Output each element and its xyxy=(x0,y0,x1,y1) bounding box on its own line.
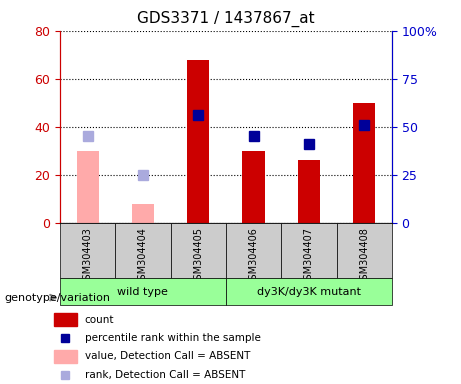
Bar xyxy=(54,313,77,326)
Bar xyxy=(115,223,171,278)
Bar xyxy=(187,60,209,223)
Bar xyxy=(171,223,226,278)
Bar xyxy=(226,223,281,278)
Title: GDS3371 / 1437867_at: GDS3371 / 1437867_at xyxy=(137,10,315,26)
Text: dy3K/dy3K mutant: dy3K/dy3K mutant xyxy=(257,287,361,297)
Text: rank, Detection Call = ABSENT: rank, Detection Call = ABSENT xyxy=(85,369,245,379)
Text: GSM304408: GSM304408 xyxy=(359,227,369,286)
Text: count: count xyxy=(85,315,114,325)
Bar xyxy=(298,161,320,223)
Bar xyxy=(60,278,226,305)
Bar xyxy=(77,151,99,223)
Bar xyxy=(60,223,115,278)
Bar xyxy=(242,151,265,223)
Bar xyxy=(132,204,154,223)
Text: GSM304404: GSM304404 xyxy=(138,227,148,286)
Text: percentile rank within the sample: percentile rank within the sample xyxy=(85,333,260,343)
Bar xyxy=(226,278,392,305)
Text: value, Detection Call = ABSENT: value, Detection Call = ABSENT xyxy=(85,351,250,361)
Text: genotype/variation: genotype/variation xyxy=(5,293,111,303)
Text: wild type: wild type xyxy=(118,287,168,297)
Text: GSM304406: GSM304406 xyxy=(248,227,259,286)
Text: GSM304403: GSM304403 xyxy=(83,227,93,286)
Text: GSM304405: GSM304405 xyxy=(193,227,203,286)
Bar xyxy=(281,223,337,278)
Bar xyxy=(54,350,77,363)
Bar xyxy=(337,223,392,278)
Text: GSM304407: GSM304407 xyxy=(304,227,314,286)
Bar xyxy=(353,103,375,223)
